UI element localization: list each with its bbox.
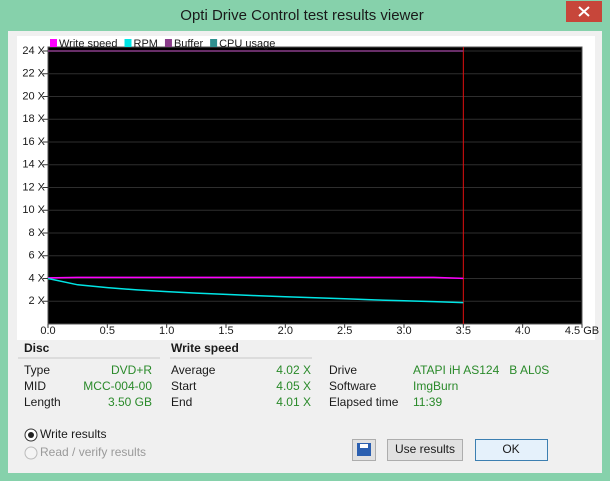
plot-border [47,46,583,325]
x-tick-label: 2.5 [337,325,352,337]
field-label: Drive [329,363,357,377]
field-value: 11:39 [413,395,442,409]
y-tick-label: 12 X [22,181,45,193]
x-tick-label: 0.5 [100,325,115,337]
y-tick-label: 10 X [22,204,45,216]
plot-area [48,47,582,324]
x-tick-label: 2.0 [278,325,293,337]
use-results-button[interactable]: Use results [387,439,463,461]
field-value: 3.50 GB [108,395,152,409]
field-value: ATAPI iH AS124 B AL0S [413,363,549,377]
field-label: Type [24,363,50,377]
radio-write[interactable]: Write results [24,427,106,442]
legend-label: Write speed [59,38,118,50]
save-button[interactable] [352,439,376,461]
x-tick-label: 1.5 [218,325,233,337]
field-label: Start [171,379,197,393]
series-line [47,277,464,304]
y-tick-label: 4 X [28,272,45,284]
legend-swatch [50,39,57,47]
legend-label: Buffer [174,38,203,50]
button-label: OK [502,442,519,456]
field-value: 4.01 X [276,395,311,409]
legend-swatch [164,39,172,47]
series-line [47,276,464,280]
field-value: 4.02 X [276,363,311,377]
close-icon [578,6,590,17]
y-tick-label: 6 X [28,250,45,262]
legend-label: CPU usage [219,38,275,50]
info-panel: Disc Type DVD+R MID MCC-004-00 Length 3.50 GB W… [18,341,549,409]
field-label: Software [329,379,377,393]
y-tick-label: 20 X [22,90,45,102]
field-label: Average [171,363,216,377]
radio-label: Write results [40,427,106,441]
field-value: MCC-004-00 [83,379,152,393]
field-value: DVD+R [111,363,152,377]
x-tick-label: 1.0 [159,325,174,337]
radio-label: Read / verify results [40,445,146,459]
button-bg [475,439,548,461]
legend-label: RPM [134,38,158,50]
radio [24,446,38,460]
button-label: Use results [395,442,455,456]
close-button[interactable] [566,1,602,22]
chart: 2 X 4 X 6 X 8 X 10 X 12 X 14 X 16 X 18 X 20 X 22 X… [22,38,599,337]
field-value: 4.05 X [276,379,311,393]
y-tick-label: 24 X [22,45,45,57]
y-tick-label: 22 X [22,68,45,80]
section-heading: Disc [24,341,50,355]
button-bg [387,439,463,461]
field-label: MID [24,379,46,393]
section-heading: Write speed [171,341,239,355]
field-label: Elapsed time [329,395,399,409]
field-value: ImgBurn [413,379,458,393]
legend-swatch [210,39,218,47]
x-tick-label: 3.0 [396,325,411,337]
y-tick-label: 18 X [22,113,45,125]
ok-button[interactable]: OK [475,439,548,461]
field-label: End [171,395,192,409]
radio-read: Read / verify results [24,445,146,460]
x-tick-label: 0.0 [40,325,55,337]
y-tick-label: 2 X [28,295,45,307]
y-tick-label: 14 X [22,159,45,171]
x-tick-label: 3.5 [456,325,471,337]
x-tick-label: 4.5 GB [565,325,599,337]
radio-dot [28,432,34,438]
save-icon-label [360,444,368,448]
y-tick-label: 8 X [28,227,45,239]
field-label: Length [24,395,61,409]
x-tick-label: 4.0 [515,325,530,337]
y-tick-label: 16 X [22,136,45,148]
window-title: Opti Drive Control test results viewer [180,7,423,24]
legend-swatch [124,39,132,47]
